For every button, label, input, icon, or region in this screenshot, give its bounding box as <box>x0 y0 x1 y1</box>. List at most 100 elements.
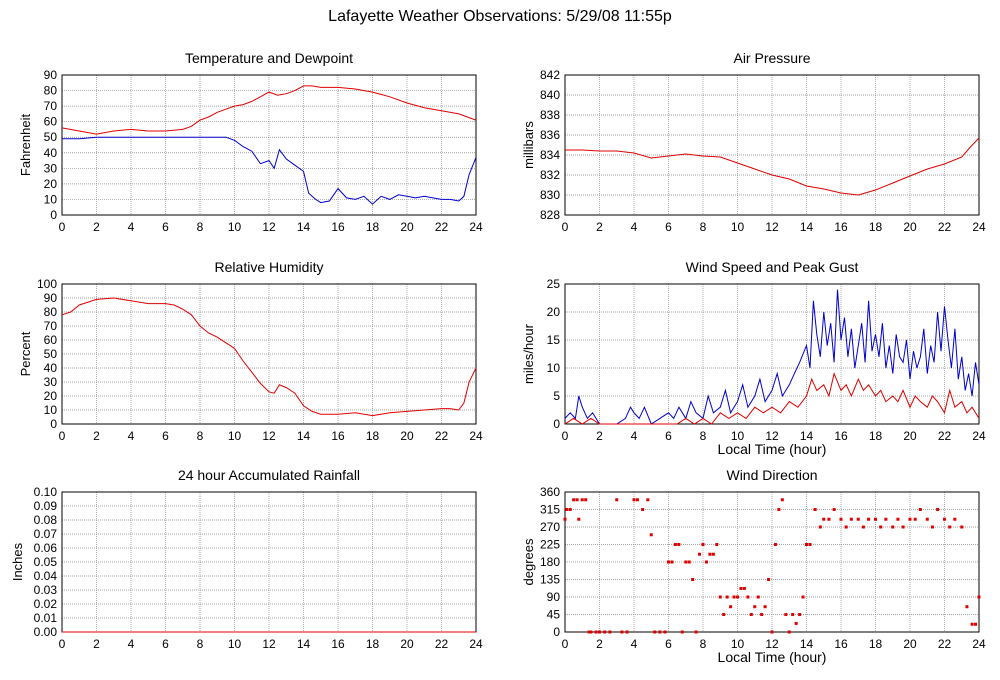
y-tick-label: 30 <box>44 375 58 389</box>
x-tick-label: 20 <box>903 220 917 234</box>
data-point <box>960 525 964 529</box>
x-tick-label: 4 <box>631 637 638 651</box>
data-point <box>687 560 691 564</box>
data-point <box>767 578 771 581</box>
x-tick-label: 20 <box>903 429 917 443</box>
humidity-ylabel: Percent <box>18 331 33 376</box>
x-tick-label: 2 <box>596 220 603 234</box>
y-tick-label: 830 <box>540 188 560 202</box>
temp-title: Temperature and Dewpoint <box>185 50 353 66</box>
data-point <box>608 630 612 634</box>
data-point <box>780 498 784 502</box>
x-tick-label: 4 <box>631 220 638 234</box>
x-tick-label: 0 <box>59 637 66 651</box>
x-tick-label: 16 <box>331 220 345 234</box>
x-tick-label: 4 <box>128 637 135 651</box>
y-tick-label: 40 <box>44 146 58 160</box>
x-tick-label: 8 <box>700 429 707 443</box>
data-point <box>861 525 865 529</box>
data-point <box>715 543 719 546</box>
y-tick-label: 5 <box>553 389 560 403</box>
y-tick-label: 40 <box>44 361 58 375</box>
y-tick-label: 20 <box>44 177 58 191</box>
data-point <box>936 508 940 511</box>
data-point <box>763 605 767 609</box>
page-title: Lafayette Weather Observations: 5/29/08 … <box>328 8 672 25</box>
data-point <box>632 498 636 502</box>
data-point <box>587 630 591 634</box>
temp-ylabel: Fahrenheit <box>18 114 33 177</box>
x-tick-label: 12 <box>262 220 276 234</box>
x-tick-label: 22 <box>435 637 449 651</box>
x-tick-label: 6 <box>162 429 169 443</box>
x-tick-label: 20 <box>400 220 414 234</box>
y-tick-label: 25 <box>547 277 561 291</box>
pressure-ylabel: millibars <box>521 121 536 169</box>
y-tick-label: 838 <box>540 108 560 122</box>
x-tick-label: 6 <box>665 429 672 443</box>
y-tick-label: 45 <box>547 608 561 622</box>
rain-title: 24 hour Accumulated Rainfall <box>178 467 360 483</box>
y-tick-label: 60 <box>44 333 58 347</box>
x-tick-label: 4 <box>128 220 135 234</box>
data-point <box>677 543 681 546</box>
data-point <box>739 586 743 590</box>
data-point <box>849 517 853 521</box>
data-point <box>694 630 698 634</box>
data-point <box>749 613 753 616</box>
x-tick-label: 10 <box>228 637 242 651</box>
y-tick-label: 834 <box>540 148 560 162</box>
x-tick-label: 22 <box>938 429 952 443</box>
x-tick-label: 12 <box>765 220 779 234</box>
data-point <box>673 543 677 546</box>
x-tick-label: 0 <box>59 429 66 443</box>
temp-series-line-1 <box>62 136 477 205</box>
data-point <box>827 517 831 521</box>
x-tick-label: 24 <box>972 637 986 651</box>
y-tick-label: 225 <box>540 538 560 552</box>
y-tick-label: 90 <box>44 291 58 305</box>
x-tick-label: 10 <box>731 429 745 443</box>
x-tick-label: 16 <box>331 637 345 651</box>
data-point <box>641 508 645 511</box>
x-tick-label: 14 <box>297 637 311 651</box>
x-tick-label: 24 <box>972 220 986 234</box>
y-tick-label: 840 <box>540 88 560 102</box>
data-point <box>770 630 774 634</box>
x-tick-label: 8 <box>197 429 204 443</box>
data-point <box>698 552 702 556</box>
humidity-frame <box>61 283 477 425</box>
data-point <box>742 586 746 590</box>
data-point <box>635 498 639 502</box>
data-point <box>658 630 662 634</box>
y-tick-label: 0 <box>50 208 57 222</box>
data-point <box>580 498 584 502</box>
y-tick-label: 0.01 <box>34 611 58 625</box>
x-tick-label: 14 <box>800 220 814 234</box>
data-point <box>913 517 917 521</box>
data-point <box>563 517 567 521</box>
y-tick-label: 90 <box>547 590 561 604</box>
x-tick-label: 0 <box>562 637 569 651</box>
data-point <box>784 613 788 616</box>
data-point <box>791 613 795 616</box>
data-point <box>711 552 715 556</box>
data-point <box>732 595 736 599</box>
data-point <box>822 517 826 521</box>
y-tick-label: 90 <box>44 68 58 82</box>
x-tick-label: 2 <box>596 637 603 651</box>
wind-xlabel: Local Time (hour) <box>718 441 827 457</box>
data-point <box>572 498 576 502</box>
x-tick-label: 8 <box>700 220 707 234</box>
y-tick-label: 270 <box>540 520 560 534</box>
x-tick-label: 14 <box>800 429 814 443</box>
data-point <box>663 630 667 634</box>
data-point <box>649 533 653 537</box>
y-tick-label: 828 <box>540 208 560 222</box>
data-point <box>773 543 777 546</box>
